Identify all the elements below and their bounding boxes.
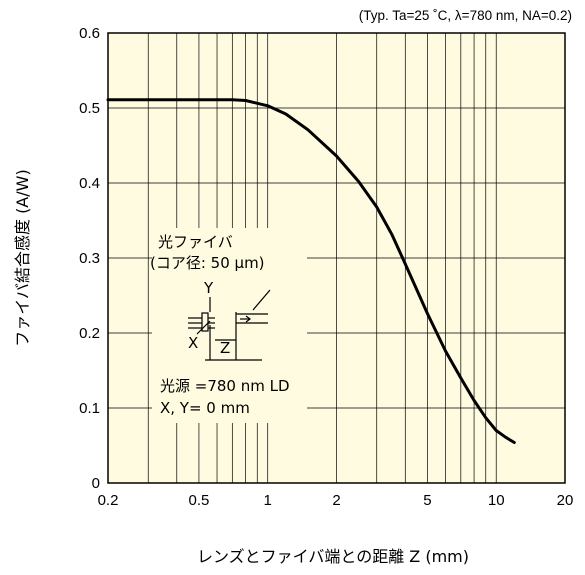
inset-background xyxy=(152,228,307,423)
x-tick-label: 1 xyxy=(264,492,272,509)
axes-arrows-icon xyxy=(196,297,262,361)
y-tick-label: 0.6 xyxy=(79,25,100,42)
plot-frame xyxy=(107,32,566,484)
fiber-icon xyxy=(236,289,271,324)
lens-icon xyxy=(188,312,215,332)
tick-labels: 0.2 0.5 1 2 5 10 20 0 0.1 0.2 0.3 0.4 0.5 0.6 xyxy=(79,25,573,509)
x-tick-label: 2 xyxy=(332,492,340,509)
x-tick-label: 20 xyxy=(557,492,574,509)
y-tick-label: 0.2 xyxy=(79,325,100,342)
inset-source-label: 光源 =780 nm LD xyxy=(160,377,290,395)
x-tick-label: 0.5 xyxy=(188,492,209,509)
x-tick-label: 10 xyxy=(488,492,505,509)
x-axis-title: レンズとファイバ端との距離 Z (mm) xyxy=(197,547,469,566)
inset-y-label: Y xyxy=(203,279,214,297)
y-tick-label: 0.3 xyxy=(79,250,100,267)
y-axis-title: ファイバ結合感度 (A/W) xyxy=(13,169,32,346)
inset-diagram: 光ファイバ (コア径: 50 μm) Y X Z xyxy=(150,228,307,423)
series-line xyxy=(106,98,516,444)
y-tick-label: 0.5 xyxy=(79,100,100,117)
inset-position-label: X, Y= 0 mm xyxy=(160,399,250,417)
inset-x-label: X xyxy=(188,334,198,352)
measurement-conditions: (Typ. Ta=25 ˚C, λ=780 nm, NA=0.2) xyxy=(359,8,572,23)
series-layer xyxy=(106,98,516,444)
inset-core-label: (コア径: 50 μm) xyxy=(150,254,265,272)
y-tick-label: 0.4 xyxy=(79,175,100,192)
y-tick-label: 0 xyxy=(92,475,100,492)
y-tick-label: 0.1 xyxy=(79,400,100,417)
x-tick-label: 5 xyxy=(423,492,431,509)
x-tick-label: 0.2 xyxy=(98,492,119,509)
inset-fiber-label: 光ファイバ xyxy=(158,233,233,251)
inset-z-label: Z xyxy=(220,339,230,357)
